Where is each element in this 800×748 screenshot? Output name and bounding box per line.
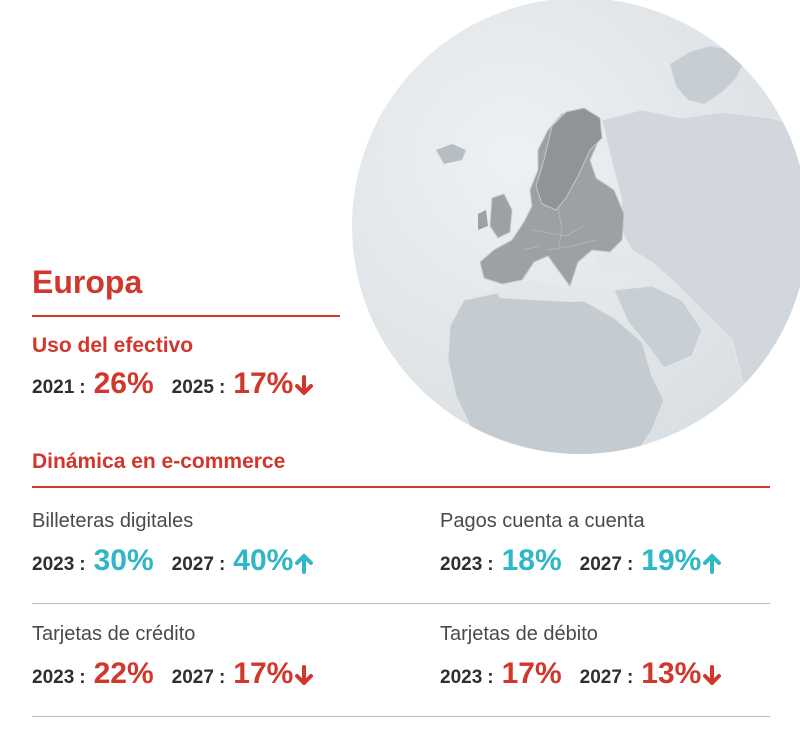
region-title-underline — [32, 315, 340, 317]
item-label-tarjetas-de-credito: Tarjetas de crédito — [32, 623, 196, 645]
item-label-billeteras-digitales: Billeteras digitales — [32, 510, 194, 532]
scandinavia-shape — [535, 107, 603, 211]
ecommerce-title: Dinámica en e-commerce — [32, 450, 286, 473]
stat-year: 2023 — [32, 667, 75, 688]
black-sea — [594, 253, 634, 271]
stat-year: 2023 — [32, 554, 75, 575]
british-isles-shape — [489, 193, 513, 239]
mediterranean-sea — [492, 280, 614, 302]
item-stats-billeteras-digitales: 2023: 30% 2027: 40% — [32, 544, 314, 578]
stat-value: 18% — [501, 544, 562, 577]
stat-year: 2027 — [579, 667, 622, 688]
stat-year: 2027 — [171, 554, 214, 575]
middle-east-landmass — [613, 285, 703, 369]
stat-year: 2023 — [440, 667, 483, 688]
region-title: Europa — [32, 264, 143, 300]
stat-value: 17% — [501, 657, 562, 690]
stat-value: 22% — [93, 657, 154, 690]
cash-usage-title: Uso del efectivo — [32, 334, 194, 357]
item-label-pagos-cuenta-a-cuenta: Pagos cuenta a cuenta — [440, 510, 645, 532]
ecommerce-title-underline — [32, 486, 770, 488]
stat-year: 2025 — [171, 377, 214, 398]
stat-year: 2023 — [440, 554, 483, 575]
cash-usage-stats: 2021: 26% 2025: 17% — [32, 367, 314, 401]
stat-year: 2021 — [32, 377, 75, 398]
stat-value: 19% — [641, 544, 702, 577]
arrow-down-icon — [295, 375, 314, 395]
arrow-down-icon — [703, 665, 722, 685]
stat-value: 30% — [93, 544, 154, 577]
arrow-down-icon — [295, 665, 314, 685]
item-stats-tarjetas-de-debito: 2023: 17% 2027: 13% — [440, 657, 722, 691]
stat-value: 13% — [641, 657, 702, 690]
greenland-shape — [670, 46, 744, 104]
stat-year: 2027 — [171, 667, 214, 688]
europe-globe-map — [352, 0, 800, 454]
iceland-shape — [436, 144, 466, 164]
arrow-up-icon — [703, 554, 722, 574]
stat-year: 2027 — [579, 554, 622, 575]
row-divider — [32, 716, 770, 717]
item-stats-pagos-cuenta-a-cuenta: 2023: 18% 2027: 19% — [440, 544, 722, 578]
ireland-shape — [478, 210, 488, 230]
stat-value: 17% — [233, 657, 294, 690]
arrow-up-icon — [295, 554, 314, 574]
stat-value: 17% — [233, 367, 294, 400]
item-stats-tarjetas-de-credito: 2023: 22% 2027: 17% — [32, 657, 314, 691]
stat-value: 40% — [233, 544, 294, 577]
item-label-tarjetas-de-debito: Tarjetas de débito — [440, 623, 598, 645]
stat-value: 26% — [93, 367, 154, 400]
row-divider — [32, 603, 770, 604]
